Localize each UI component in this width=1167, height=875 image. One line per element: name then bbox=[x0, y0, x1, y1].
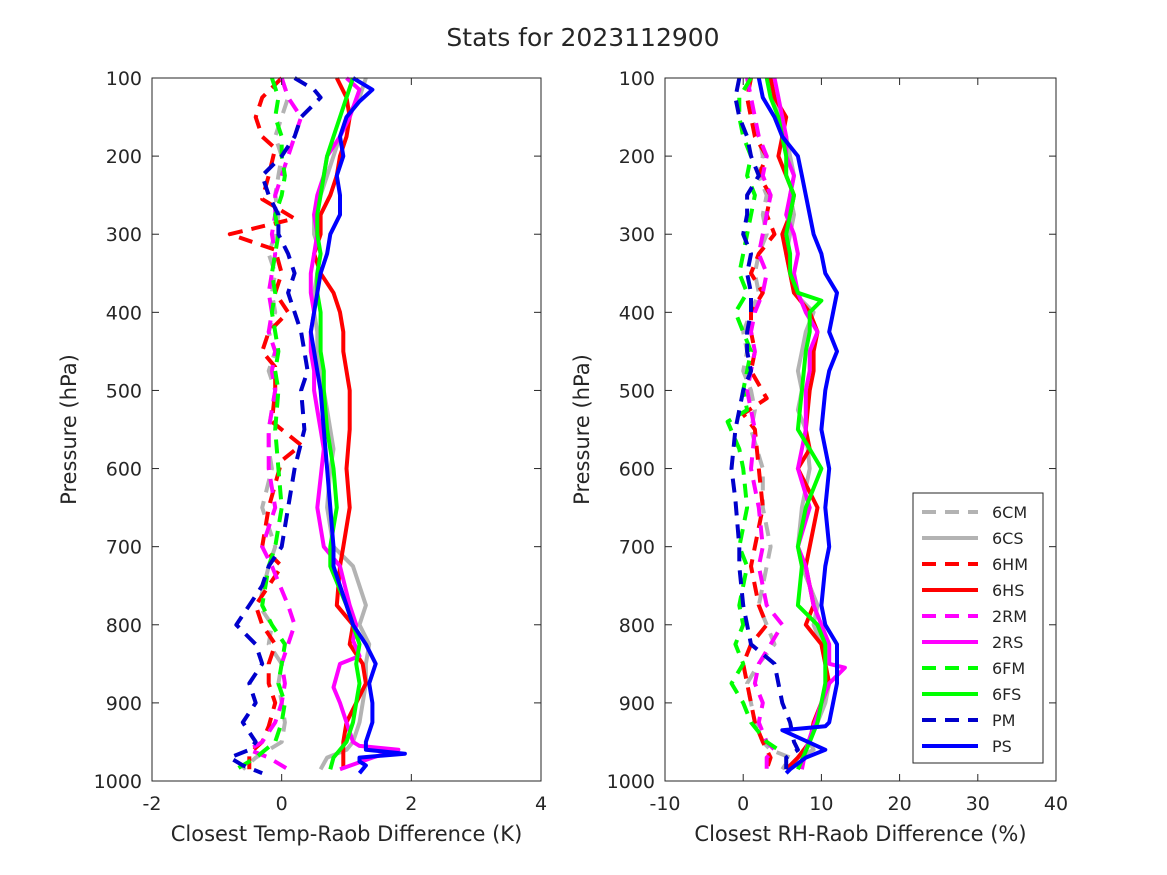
temp-xtick-label: -2 bbox=[143, 793, 162, 815]
rh-ytick-label: 400 bbox=[619, 302, 655, 324]
temp-axes-frame bbox=[151, 77, 542, 782]
temp-series-2rm bbox=[247, 77, 304, 772]
rh-x-axis-label: Closest RH-Raob Difference (%) bbox=[694, 822, 1026, 846]
temp-x-axis-label: Closest Temp-Raob Difference (K) bbox=[171, 822, 523, 846]
temp-ytick-label: 200 bbox=[106, 146, 142, 168]
temp-difference-plot: -2 0 2 4 100 200 300 400 500 600 700 800 900 1000 Clos… bbox=[57, 68, 547, 846]
rh-ytick-label: 200 bbox=[619, 146, 655, 168]
rh-difference-plot: -10 0 10 20 30 40 100 200 300 400 500 600 700 800 900 1… bbox=[570, 68, 1068, 846]
rh-series-2rm bbox=[745, 77, 785, 770]
temp-xtick-label: 0 bbox=[276, 793, 288, 815]
rh-xtick-label: 40 bbox=[1044, 793, 1068, 815]
temp-ytick-label: 500 bbox=[106, 380, 142, 402]
rh-series-6hm bbox=[741, 77, 777, 770]
temp-plot-background bbox=[152, 78, 541, 781]
rh-series-group bbox=[725, 76, 847, 775]
temp-series-pm bbox=[227, 76, 323, 776]
rh-xtick-label: 30 bbox=[966, 793, 990, 815]
temp-series-6fs bbox=[315, 77, 362, 770]
rh-ytick-label: 600 bbox=[619, 459, 655, 481]
legend-label-6fs: 6FS bbox=[992, 685, 1021, 704]
rh-series-2rs bbox=[772, 77, 847, 770]
legend-label-6hm: 6HM bbox=[992, 555, 1028, 574]
temp-series-6hs bbox=[312, 77, 368, 770]
temp-ytick-label: 400 bbox=[106, 302, 142, 324]
temp-xtick-label: 2 bbox=[405, 793, 417, 815]
rh-xtick-label: 10 bbox=[809, 793, 833, 815]
temp-ytick-label: 900 bbox=[106, 693, 142, 715]
temp-xtick-label: 4 bbox=[535, 793, 547, 815]
temp-ytick-label: 1000 bbox=[94, 771, 142, 793]
legend-label-pm: PM bbox=[992, 711, 1015, 730]
legend-label-6cs: 6CS bbox=[992, 529, 1024, 548]
legend-label-2rm: 2RM bbox=[992, 607, 1027, 626]
rh-xtick-label: -10 bbox=[649, 793, 680, 815]
rh-xtick-label: 0 bbox=[737, 793, 749, 815]
figure-title: Stats for 2023112900 bbox=[446, 23, 719, 52]
legend-label-ps: PS bbox=[992, 737, 1012, 756]
temp-y-axis-label: Pressure (hPa) bbox=[57, 354, 81, 505]
legend-label-6cm: 6CM bbox=[992, 503, 1027, 522]
rh-ytick-label: 500 bbox=[619, 380, 655, 402]
rh-ytick-label: 800 bbox=[619, 615, 655, 637]
rh-xtick-label: 20 bbox=[888, 793, 912, 815]
legend-label-6hs: 6HS bbox=[992, 581, 1024, 600]
temp-ytick-label: 800 bbox=[106, 615, 142, 637]
rh-axes-frame bbox=[664, 77, 1057, 782]
legend-label-2rs: 2RS bbox=[992, 633, 1023, 652]
temp-series-ps bbox=[308, 76, 407, 775]
temp-ytick-label: 100 bbox=[106, 68, 142, 90]
rh-series-pm bbox=[729, 77, 800, 770]
rh-series-ps bbox=[756, 77, 839, 775]
temp-ytick-label: 700 bbox=[106, 537, 142, 559]
rh-ytick-label: 100 bbox=[619, 68, 655, 90]
temp-series-2rs bbox=[308, 76, 401, 772]
rh-ytick-label: 1000 bbox=[607, 771, 655, 793]
rh-ytick-label: 700 bbox=[619, 537, 655, 559]
temp-series-group bbox=[227, 76, 407, 776]
rh-ytick-label: 900 bbox=[619, 693, 655, 715]
legend-label-6fm: 6FM bbox=[992, 659, 1025, 678]
temp-ytick-label: 600 bbox=[106, 459, 142, 481]
rh-ytick-label: 300 bbox=[619, 224, 655, 246]
temp-ytick-label: 300 bbox=[106, 224, 142, 246]
rh-y-axis-label: Pressure (hPa) bbox=[570, 354, 594, 505]
legend: 6CM 6CS 6HM 6HS 2RM 2RS 6FM 6FS PM PS bbox=[912, 492, 1044, 764]
rh-series-6fs bbox=[764, 77, 828, 771]
